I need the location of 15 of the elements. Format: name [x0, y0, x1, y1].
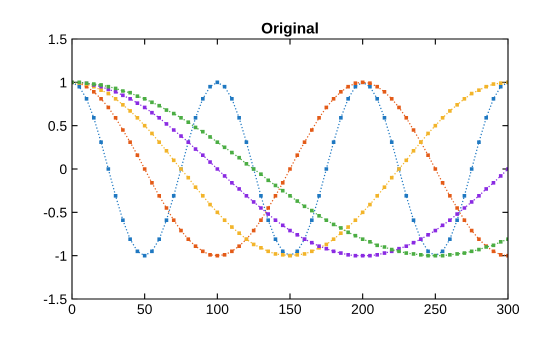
- y-tick-label: 1: [60, 78, 66, 88]
- x-tick-label: 200: [352, 304, 374, 314]
- x-tick-label: 100: [206, 304, 228, 314]
- x-tick-label: 50: [138, 304, 152, 314]
- chart-title: Original: [262, 22, 318, 37]
- x-tick-label: 250: [424, 304, 446, 314]
- x-tick-label: 300: [496, 304, 520, 314]
- y-tick-label: -1.5: [44, 294, 67, 304]
- y-tick-label: 0.5: [48, 121, 67, 131]
- y-tick-label: -0.5: [44, 208, 67, 218]
- x-tick-label: 150: [279, 304, 302, 314]
- y-tick-label: -1: [55, 251, 66, 261]
- y-tick-label: 0: [60, 164, 67, 174]
- y-tick-label: 1.5: [48, 34, 67, 44]
- x-tick-label: 0: [68, 304, 76, 314]
